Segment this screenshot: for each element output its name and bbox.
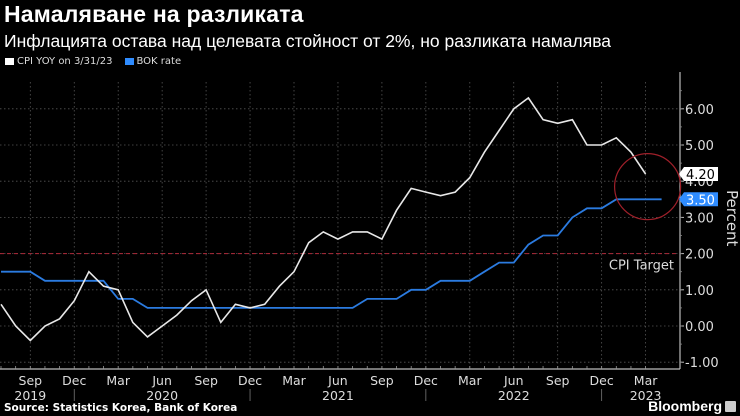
cpi-target-line: CPI Target xyxy=(0,253,678,274)
bloomberg-logo: Bloomberg xyxy=(648,398,722,414)
x-tick-label: Jun xyxy=(503,373,524,388)
x-year-label: 2019 xyxy=(14,388,46,403)
y-tick-label: 1.00 xyxy=(685,284,714,299)
x-year-label: 2023 xyxy=(630,388,662,403)
bok-value-tag xyxy=(679,192,718,207)
cpi-target-label: CPI Target xyxy=(609,259,674,274)
bloomberg-chart-icon xyxy=(725,401,736,412)
y-tick-label: -1.00 xyxy=(685,356,719,371)
legend-swatch-cpi xyxy=(5,58,14,65)
legend-label-bok: BOK rate xyxy=(136,56,182,67)
legend-label-cpi: CPI YOY on 3/31/23 xyxy=(17,56,113,67)
x-tick-label: Mar xyxy=(282,373,306,388)
y-tick-label: 3.00 xyxy=(685,211,714,226)
x-year-label: 2021 xyxy=(322,388,354,403)
x-tick-label: Mar xyxy=(458,373,482,388)
y-tick-label: 0.00 xyxy=(685,320,714,335)
y-axis-label: Percent xyxy=(723,190,740,247)
highlight-circle xyxy=(613,153,682,221)
legend-swatch-bok xyxy=(124,58,134,65)
x-tick-label: Sep xyxy=(19,373,43,388)
svg-text:3.50: 3.50 xyxy=(686,193,715,208)
cpi-value-tag xyxy=(679,166,718,181)
series-lines xyxy=(0,96,662,342)
x-tick-label: Jun xyxy=(151,373,172,388)
legend-item-bok: BOK rate xyxy=(124,56,182,67)
source-note: Source: Statistics Korea, Bank of Korea xyxy=(4,402,238,414)
x-tick-label: Jun xyxy=(327,373,348,388)
cpi-yoy-line xyxy=(0,96,647,342)
x-year-label: 2022 xyxy=(498,388,530,403)
x-tick-label: Dec xyxy=(590,373,614,388)
y-tick-label: 5.00 xyxy=(685,139,714,154)
x-tick-label: Sep xyxy=(194,373,218,388)
x-tick-label: Dec xyxy=(62,373,86,388)
legend-item-cpi: CPI YOY on 3/31/23 xyxy=(5,56,113,67)
annotations: 4.20 3.50 xyxy=(613,153,718,221)
x-tick-label: Mar xyxy=(106,373,130,388)
x-tick-label: Dec xyxy=(238,373,262,388)
y-tick-label: 2.00 xyxy=(685,248,714,263)
x-tick-label: Sep xyxy=(370,373,394,388)
x-tick-label: Mar xyxy=(634,373,658,388)
legend: CPI YOY on 3/31/23 BOK rate xyxy=(5,56,181,67)
svg-text:4.20: 4.20 xyxy=(686,168,715,183)
chart-subtitle: Инфлацията остава над целевата стойност … xyxy=(4,31,612,51)
x-year-label: 2020 xyxy=(146,388,178,403)
x-tick-label: Sep xyxy=(546,373,570,388)
x-tick-label: Dec xyxy=(414,373,438,388)
chart-title: Намаляване на разликата xyxy=(4,1,304,27)
y-tick-label: 6.00 xyxy=(685,103,714,118)
